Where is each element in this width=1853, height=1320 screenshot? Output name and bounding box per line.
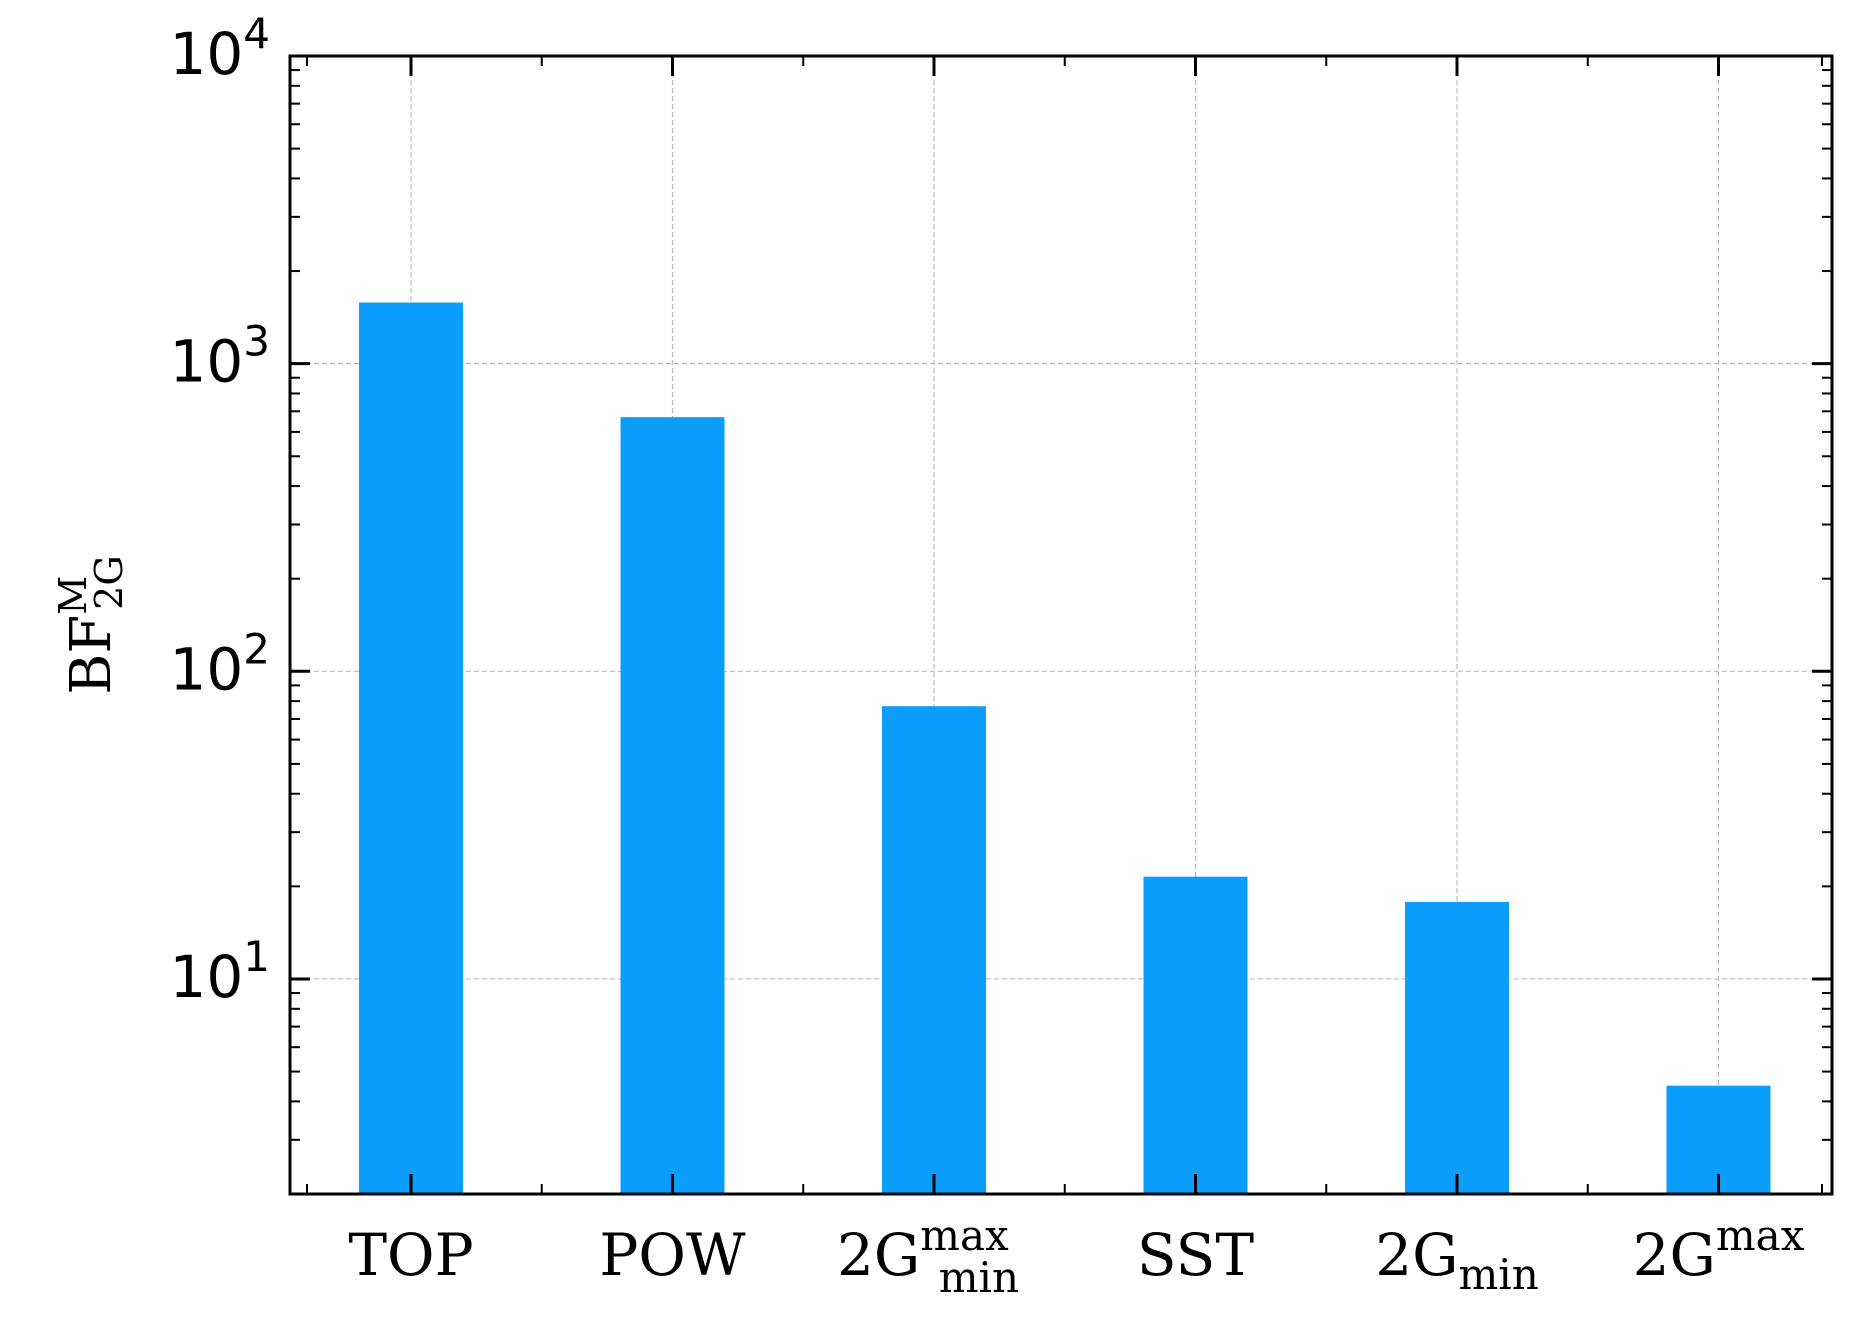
x-tick-label: 2Gmin xyxy=(1375,1221,1539,1299)
y-tick-label: 103 xyxy=(169,317,270,396)
y-tick-label: 102 xyxy=(169,624,270,703)
bar-4 xyxy=(1405,901,1509,1194)
y-tick-labels: 101 102 103 104 xyxy=(169,9,270,1011)
bar-1 xyxy=(620,417,725,1194)
axis-ticks xyxy=(290,54,1832,1195)
bar-0 xyxy=(359,302,463,1194)
grid-lines xyxy=(290,56,1832,1194)
x-tick-label: TOP xyxy=(348,1221,473,1289)
x-tick-labels: TOP POW 2Gmax min SST 2Gmin 2Gmax xyxy=(348,1211,1804,1302)
bars xyxy=(359,302,1771,1194)
plot-frame xyxy=(288,54,1834,1196)
y-axis-label: BFM2G xyxy=(51,555,131,694)
bar-2 xyxy=(882,706,986,1194)
y-tick-label: 101 xyxy=(169,932,270,1011)
x-tick-label: POW xyxy=(599,1221,746,1289)
x-tick-label: 2Gmax xyxy=(1633,1211,1805,1289)
bar-3 xyxy=(1143,876,1248,1194)
x-tick-label: SST xyxy=(1137,1221,1254,1289)
x-tick-label: 2Gmax min xyxy=(837,1211,1019,1302)
y-tick-label: 104 xyxy=(169,9,270,88)
